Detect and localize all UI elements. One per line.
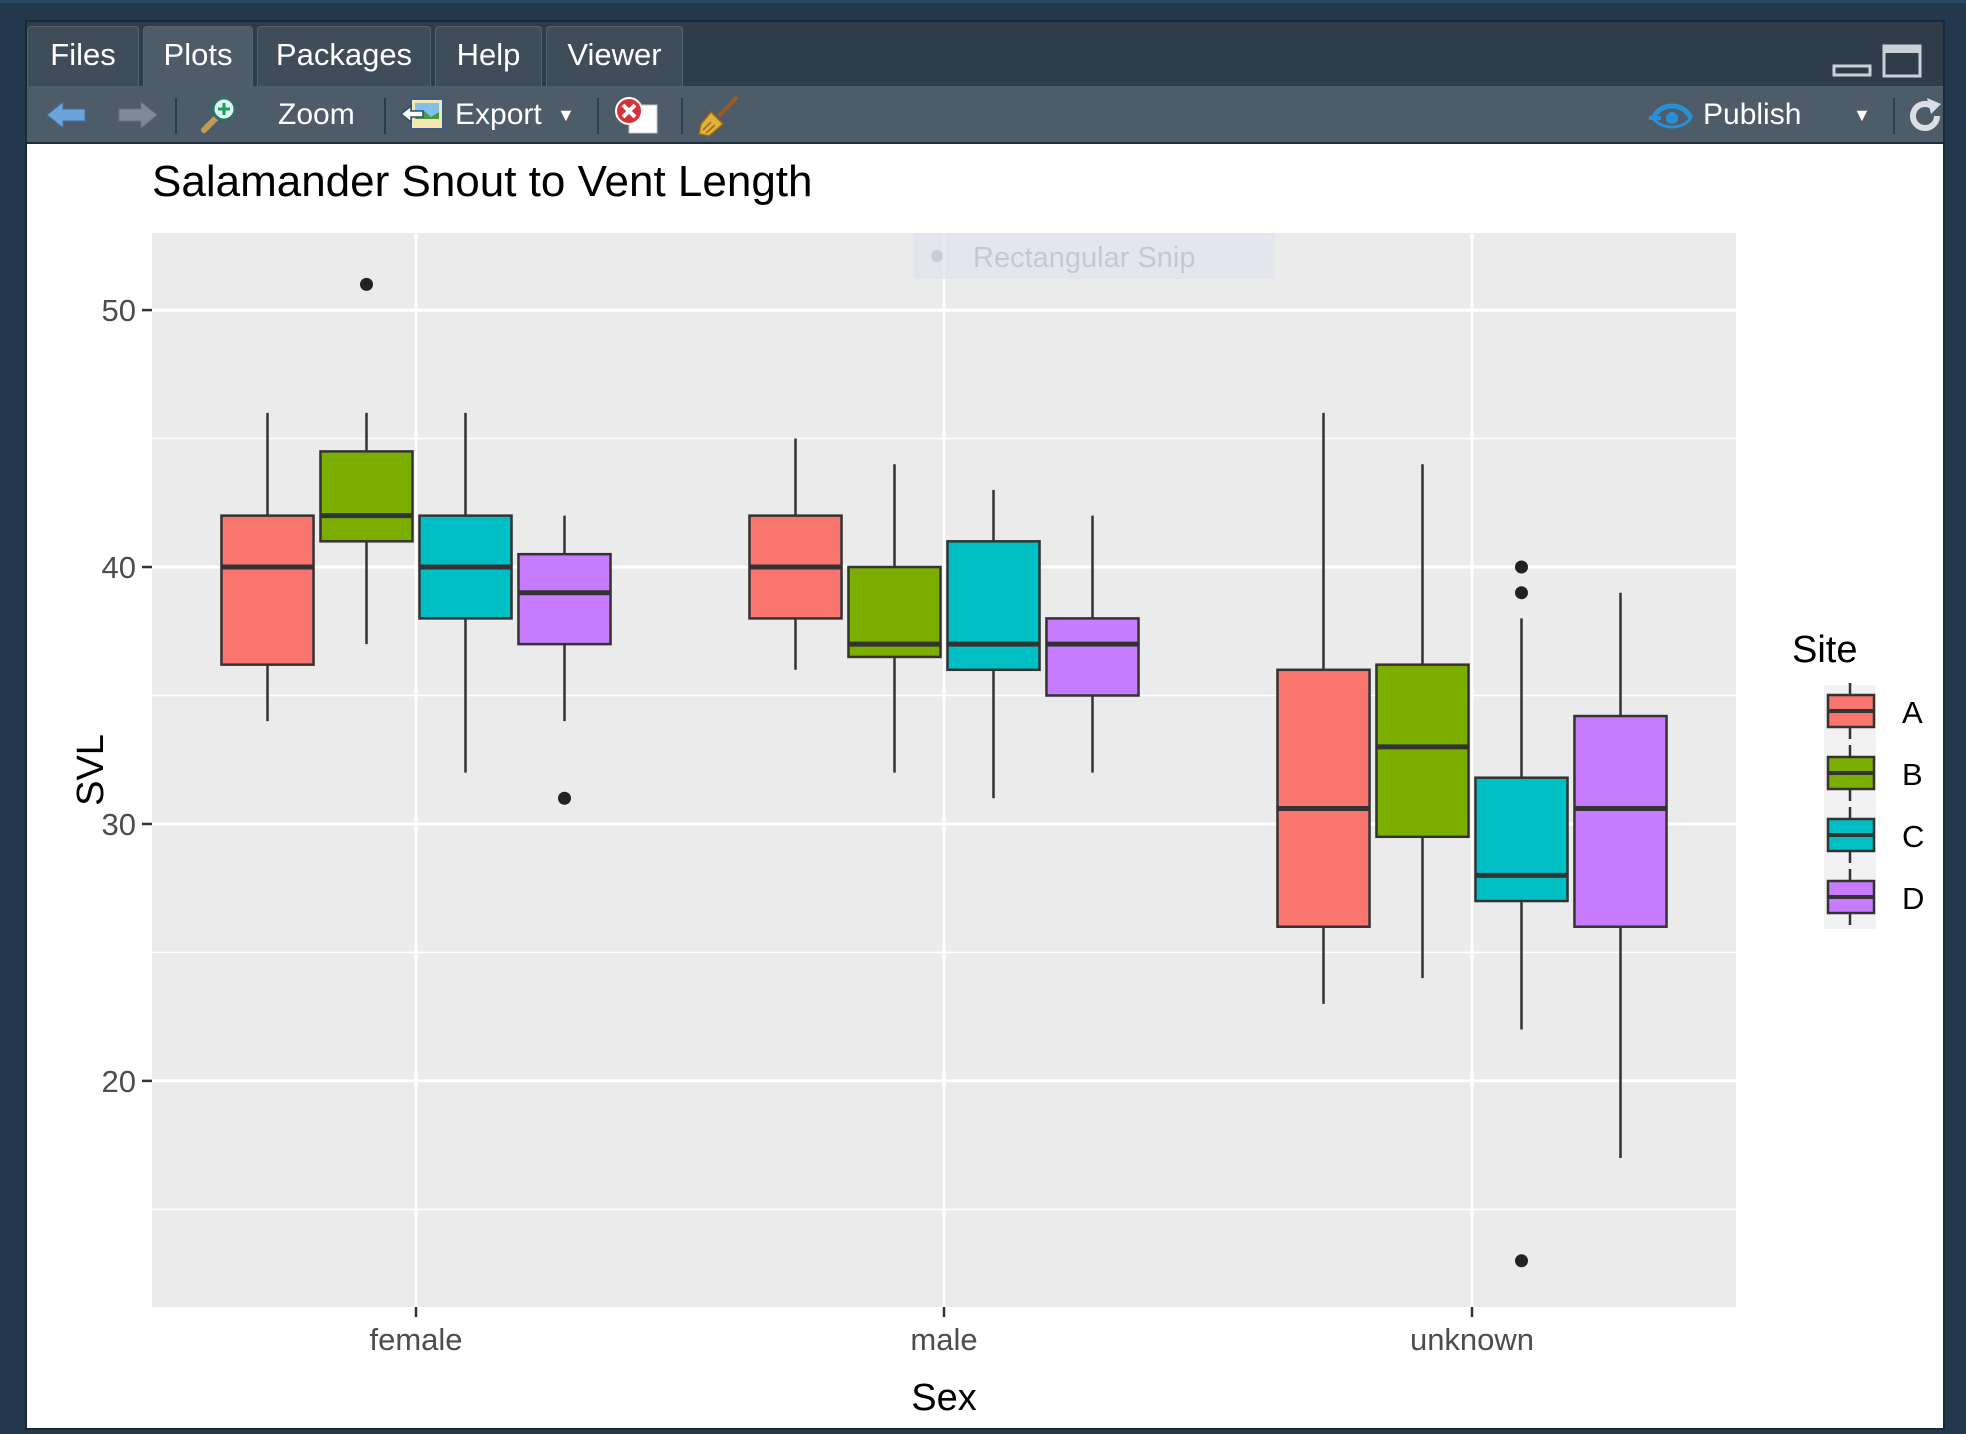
boxplot-A-unknown (1276, 412, 1371, 1004)
y-tick-label: 30 (102, 807, 136, 842)
box (319, 450, 414, 543)
minimize-icon[interactable] (1832, 44, 1872, 78)
publish-button[interactable]: Publish ▼ (1649, 86, 1879, 144)
box (946, 540, 1041, 672)
tab-files[interactable]: Files (27, 26, 139, 86)
boxplot-B-female (319, 277, 414, 645)
publish-dropdown-chevron-icon: ▼ (1853, 105, 1871, 125)
broom-clear-icon[interactable] (697, 94, 741, 138)
export-button[interactable]: Export ▼ (397, 86, 585, 144)
window-top-edge (0, 0, 1966, 3)
legend-label: D (1902, 881, 1924, 916)
outlier-point (1515, 1254, 1528, 1268)
tab-help[interactable]: Help (435, 26, 542, 86)
x-tick-label: male (910, 1322, 977, 1357)
legend-label: C (1902, 819, 1924, 854)
box (517, 552, 612, 646)
x-tick-label: unknown (1410, 1322, 1534, 1357)
snip-overlay-icon (931, 250, 943, 262)
y-tick-label: 50 (102, 293, 136, 328)
axis-layer: 20 30 40 50 female male unknown (102, 293, 1535, 1357)
boxplot-D-female (517, 515, 612, 805)
toolbar-separator (1893, 98, 1895, 134)
boxplot-D-unknown (1573, 592, 1668, 1158)
zoom-label: Zoom (278, 98, 355, 131)
box-layer (220, 277, 1668, 1268)
y-tick-label: 40 (102, 550, 136, 585)
publish-icon (1649, 103, 1694, 129)
boxplot-chart: Salamander Snout to Vent Length 20 30 40 50… (70, 157, 1924, 1419)
toolbar-separator (175, 98, 177, 134)
outlier-point (360, 277, 373, 291)
tab-plots[interactable]: Plots (143, 26, 253, 86)
export-dropdown-chevron-icon: ▼ (557, 105, 575, 125)
boxplot-B-male (847, 464, 942, 773)
box (220, 514, 315, 666)
box (1573, 714, 1668, 928)
plot-toolbar: Zoom Export ▼ (27, 86, 1943, 144)
refresh-icon[interactable] (1905, 96, 1945, 136)
box (1045, 617, 1140, 697)
x-axis-title: Sex (911, 1377, 976, 1419)
boxplot-C-unknown (1474, 560, 1569, 1268)
plots-pane: Files Plots Packages Help Viewer Zoom (25, 20, 1945, 1430)
outlier-point (1515, 560, 1528, 574)
zoom-button[interactable]: Zoom (192, 86, 362, 144)
maximize-icon[interactable] (1882, 44, 1922, 78)
forward-arrow-icon[interactable] (117, 98, 159, 132)
boxplot-C-male (946, 489, 1041, 799)
snip-overlay-label: Rectangular Snip (973, 242, 1195, 274)
boxplot-D-male (1045, 515, 1140, 773)
box (1474, 776, 1569, 903)
outlier-point (1515, 586, 1528, 600)
box (1276, 668, 1371, 928)
back-arrow-icon[interactable] (45, 98, 87, 132)
y-tick-label: 20 (102, 1064, 136, 1099)
snip-overlay-box (913, 233, 1275, 279)
legend-label: A (1902, 695, 1923, 730)
boxplot-C-female (418, 412, 513, 773)
boxplot-B-unknown (1375, 464, 1470, 979)
toolbar-separator (681, 98, 683, 134)
pane-tab-bar: Files Plots Packages Help Viewer (27, 22, 1943, 86)
toolbar-separator (384, 98, 386, 134)
toolbar-separator (597, 98, 599, 134)
chart-title: Salamander Snout to Vent Length (152, 157, 813, 206)
publish-label: Publish (1703, 98, 1802, 131)
export-image-icon (401, 98, 444, 130)
grid-lines (152, 233, 1736, 1307)
box (1375, 663, 1470, 839)
legend-label: B (1902, 757, 1923, 792)
snip-overlay: Rectangular Snip (913, 233, 1275, 279)
zoom-magnifier-icon (201, 96, 237, 133)
boxplot-A-male (748, 438, 843, 670)
legend-title: Site (1792, 629, 1857, 671)
boxplot-A-female (220, 412, 315, 722)
tab-packages[interactable]: Packages (257, 26, 431, 86)
y-axis-title: SVL (70, 734, 112, 806)
plot-viewer: Salamander Snout to Vent Length 20 30 40 50… (27, 144, 1943, 1428)
export-label: Export (455, 98, 542, 131)
tab-viewer[interactable]: Viewer (546, 26, 683, 86)
x-tick-label: female (369, 1322, 462, 1357)
remove-plot-icon[interactable] (613, 95, 661, 137)
outlier-point (558, 791, 571, 805)
